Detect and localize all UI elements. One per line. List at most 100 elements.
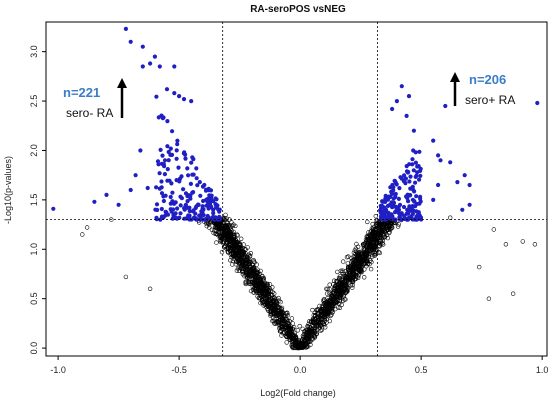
nonsignificant-point bbox=[314, 323, 319, 329]
significant-point bbox=[194, 217, 199, 222]
nonsignificant-point bbox=[279, 306, 284, 312]
nonsignificant-point bbox=[386, 230, 392, 236]
significant-point bbox=[413, 150, 418, 155]
significant-point bbox=[161, 198, 166, 204]
nonsignificant-point bbox=[318, 323, 324, 328]
significant-point bbox=[407, 193, 412, 198]
significant-point bbox=[145, 185, 150, 191]
nonsignificant-point bbox=[377, 231, 382, 236]
nonsignificant-point bbox=[333, 279, 339, 284]
significant-point bbox=[406, 169, 411, 175]
nonsignificant-point bbox=[235, 233, 240, 238]
nonsignificant-point bbox=[262, 290, 267, 295]
nonsignificant-point bbox=[328, 313, 333, 319]
significant-point bbox=[153, 207, 158, 212]
nonsignificant-point bbox=[366, 236, 371, 242]
significant-point bbox=[418, 173, 423, 178]
nonsignificant-point bbox=[352, 272, 357, 277]
nonsignificant-point bbox=[278, 324, 283, 329]
nonsignificant-point bbox=[354, 269, 359, 274]
y-tick-label: 3.0 bbox=[29, 45, 39, 58]
significant-point bbox=[394, 99, 399, 104]
nonsignificant-point bbox=[279, 333, 284, 338]
nonsignificant-point bbox=[335, 288, 340, 293]
significant-point bbox=[175, 206, 180, 211]
nonsignificant-point bbox=[369, 226, 375, 231]
significant-point bbox=[438, 158, 443, 163]
nonsignificant-point bbox=[355, 264, 360, 270]
significant-point bbox=[162, 172, 167, 177]
threshold-lines bbox=[46, 22, 547, 356]
significant-point bbox=[169, 181, 174, 186]
nonsignificant-point bbox=[224, 234, 229, 239]
x-tick-label: -1.0 bbox=[50, 365, 66, 375]
nonsignificant-point bbox=[350, 283, 355, 288]
significant-point bbox=[407, 179, 412, 184]
significant-point bbox=[160, 153, 165, 158]
nonsignificant-point bbox=[273, 311, 278, 316]
nonsignificant-point bbox=[317, 303, 322, 309]
nonsignificant-point bbox=[363, 239, 369, 244]
nonsignificant-point bbox=[320, 314, 325, 319]
nonsignificant-point bbox=[292, 336, 297, 342]
nonsignificant-point bbox=[385, 222, 391, 228]
significant-point bbox=[198, 215, 203, 220]
significant-point bbox=[411, 168, 416, 173]
significant-point bbox=[185, 194, 190, 199]
significant-point bbox=[396, 196, 401, 201]
nonsignificant-point bbox=[207, 222, 212, 227]
significant-point bbox=[391, 185, 396, 190]
nonsignificant-point bbox=[301, 343, 307, 348]
nonsignificant-point bbox=[278, 299, 283, 305]
significant-point bbox=[133, 173, 138, 178]
nonsignificant-point bbox=[332, 278, 337, 283]
nonsignificant-point bbox=[252, 260, 257, 265]
x-axis: -1.0 -0.5 0.0 0.5 1.0 bbox=[50, 356, 548, 375]
nonsignificant-point bbox=[215, 225, 220, 230]
nonsignificant-point bbox=[322, 314, 327, 320]
nonsignificant-point bbox=[236, 251, 242, 257]
significant-point bbox=[190, 172, 195, 177]
nonsignificant-point bbox=[290, 321, 295, 326]
significant-point bbox=[414, 194, 419, 199]
nonsignificant-point bbox=[234, 232, 240, 237]
nonsignificant-point bbox=[236, 268, 242, 273]
nonsignificant-point bbox=[345, 273, 351, 279]
nonsignificant-point bbox=[395, 224, 401, 229]
significant-point bbox=[172, 91, 177, 96]
significant-point bbox=[393, 194, 398, 200]
nonsignificant-point bbox=[237, 245, 242, 250]
nonsignificant-point bbox=[262, 296, 267, 301]
nonsignificant-point bbox=[384, 225, 390, 230]
significant-point bbox=[211, 199, 216, 204]
nonsignificant-point bbox=[365, 219, 370, 225]
nonsignificant-point bbox=[330, 310, 335, 315]
significant-point bbox=[202, 182, 207, 188]
nonsignificant-point bbox=[268, 288, 273, 294]
nonsignificant-point bbox=[277, 329, 283, 334]
nonsignificant-point bbox=[309, 320, 314, 325]
nonsignificant-point bbox=[241, 250, 247, 256]
nonsignificant-point bbox=[371, 235, 377, 240]
nonsignificant-point bbox=[378, 239, 383, 244]
significant-point bbox=[379, 204, 384, 209]
significant-point bbox=[123, 26, 128, 31]
nonsignificant-point bbox=[221, 230, 227, 235]
significant-point bbox=[194, 176, 199, 181]
significant-point bbox=[391, 188, 396, 193]
nonsignificant-point bbox=[368, 232, 373, 238]
significant-point bbox=[388, 185, 393, 190]
significant-point bbox=[397, 186, 402, 191]
significant-point bbox=[535, 100, 540, 106]
chart-title: RA-seroPOS vsNEG bbox=[250, 4, 346, 15]
nonsignificant-point bbox=[355, 244, 361, 250]
nonsignificant-point bbox=[532, 242, 538, 247]
nonsignificant-point bbox=[345, 286, 350, 291]
significant-point bbox=[152, 54, 157, 59]
nonsignificant-point bbox=[233, 223, 238, 229]
nonsignificant-point bbox=[366, 248, 372, 254]
nonsignificant-point bbox=[300, 337, 305, 342]
nonsignificant-point bbox=[267, 282, 273, 287]
nonsignificant-point bbox=[242, 259, 247, 265]
